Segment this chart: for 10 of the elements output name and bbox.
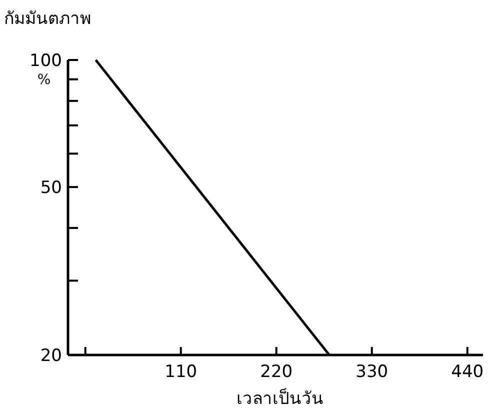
x-tick-label: 330 [356,362,388,382]
y-axis-title: กัมมันตภาพ [4,9,91,29]
x-axis-title: เวลาเป็นวัน [236,387,324,409]
y-tick-label: 20 [40,346,62,366]
x-tick-label: 220 [260,362,293,382]
y-tick-label: 50 [40,178,62,198]
x-tick-label: 110 [164,362,198,382]
text: % [37,72,51,88]
y-tick-label: 100 [30,51,62,71]
x-tick-label: 440 [451,362,484,382]
